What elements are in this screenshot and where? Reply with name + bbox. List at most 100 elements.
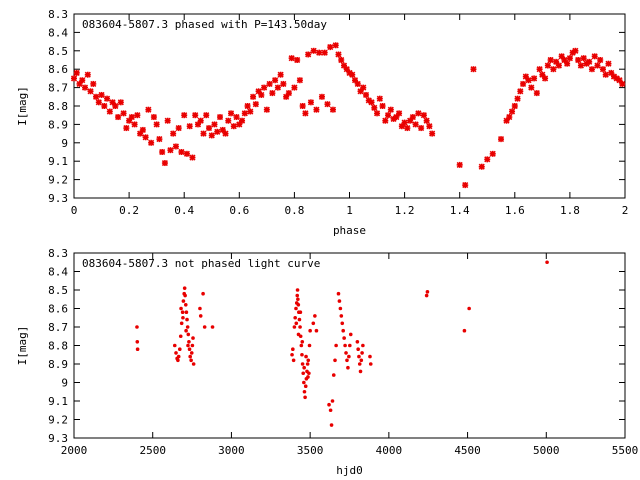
data-point bbox=[70, 75, 78, 82]
data-point bbox=[514, 95, 521, 102]
data-point bbox=[205, 125, 213, 132]
data-point bbox=[153, 121, 160, 128]
data-point bbox=[296, 303, 301, 307]
data-point bbox=[150, 113, 157, 121]
data-point bbox=[328, 408, 333, 413]
y-tick-label: 8.6 bbox=[48, 303, 68, 316]
data-point bbox=[142, 134, 149, 141]
unphased-plot-points bbox=[135, 260, 549, 427]
data-point bbox=[295, 288, 300, 292]
data-point bbox=[167, 147, 174, 154]
data-point bbox=[429, 130, 436, 137]
data-point bbox=[361, 343, 365, 348]
data-point bbox=[311, 321, 316, 326]
data-point bbox=[191, 336, 195, 340]
data-point bbox=[376, 95, 383, 102]
data-point bbox=[87, 88, 94, 95]
data-point bbox=[321, 49, 328, 56]
data-point bbox=[203, 112, 210, 119]
data-point bbox=[324, 101, 331, 108]
data-point bbox=[577, 62, 584, 69]
data-point bbox=[300, 340, 305, 344]
unphased-plot-x-axis-label: hjd0 bbox=[336, 464, 363, 477]
data-point bbox=[294, 56, 301, 64]
data-point bbox=[373, 110, 381, 117]
y-tick-label: 9.2 bbox=[48, 414, 68, 427]
data-point bbox=[120, 110, 127, 117]
data-point bbox=[555, 62, 562, 69]
phased-light-curve-plot: 0 0.2 0.4 0.6 0.8 1 1.2 1.4 1.6 1.8 2 8.3 8.4 8.5 8.6 8… bbox=[16, 8, 628, 237]
data-point bbox=[92, 93, 100, 100]
data-point bbox=[79, 77, 86, 84]
data-point bbox=[368, 99, 375, 106]
data-point bbox=[184, 328, 188, 333]
data-point bbox=[470, 66, 477, 73]
data-point bbox=[357, 354, 361, 359]
data-point bbox=[566, 55, 573, 62]
data-point bbox=[291, 347, 295, 352]
data-point bbox=[190, 343, 195, 348]
data-point bbox=[591, 53, 598, 60]
data-point bbox=[189, 351, 194, 355]
data-point bbox=[184, 310, 189, 315]
data-point bbox=[266, 80, 273, 87]
data-point bbox=[238, 117, 246, 124]
data-point bbox=[131, 121, 138, 128]
data-point bbox=[293, 315, 297, 320]
data-point bbox=[358, 369, 363, 374]
data-point bbox=[345, 358, 349, 363]
data-point bbox=[424, 293, 429, 298]
data-point bbox=[368, 354, 372, 359]
data-point bbox=[201, 291, 205, 296]
x-tick-label: 0 bbox=[71, 204, 78, 217]
x-tick-label: 2500 bbox=[139, 444, 166, 457]
data-point bbox=[295, 293, 300, 298]
data-point bbox=[172, 143, 180, 150]
data-point bbox=[299, 102, 306, 110]
x-tick-label: 0.4 bbox=[174, 204, 194, 217]
data-point bbox=[176, 354, 181, 359]
data-point bbox=[344, 351, 348, 355]
data-point bbox=[348, 332, 353, 337]
data-point bbox=[605, 60, 612, 67]
data-point bbox=[362, 91, 370, 99]
data-point bbox=[349, 71, 356, 78]
y-tick-label: 8.3 bbox=[48, 247, 68, 260]
data-point bbox=[198, 314, 203, 318]
unphased-light-curve-plot: 2000 2500 3000 3500 4000 4500 5000 5500 8.3 8.4 8.… bbox=[16, 247, 638, 477]
data-point bbox=[189, 154, 196, 161]
data-point bbox=[586, 58, 593, 65]
data-point bbox=[128, 113, 135, 121]
data-point bbox=[575, 56, 582, 64]
data-point bbox=[191, 362, 196, 366]
x-tick-label: 2 bbox=[622, 204, 629, 217]
data-point bbox=[181, 299, 186, 303]
data-point bbox=[123, 125, 130, 132]
data-point bbox=[244, 102, 251, 110]
data-point bbox=[291, 358, 296, 363]
data-point bbox=[304, 354, 308, 359]
data-point bbox=[148, 139, 155, 146]
data-point bbox=[302, 389, 307, 394]
data-point bbox=[303, 395, 307, 400]
data-point bbox=[497, 136, 505, 143]
data-point bbox=[198, 306, 202, 311]
data-point bbox=[176, 358, 180, 363]
data-point bbox=[409, 113, 416, 121]
data-point bbox=[200, 130, 207, 137]
data-point bbox=[297, 317, 302, 322]
unphased-plot-y-axis-label: I[mag] bbox=[16, 326, 29, 366]
x-tick-label: 2000 bbox=[61, 444, 88, 457]
data-point bbox=[412, 121, 419, 128]
data-point bbox=[230, 123, 237, 130]
data-point bbox=[396, 110, 403, 117]
data-point bbox=[261, 84, 268, 91]
data-point bbox=[288, 55, 295, 62]
data-point bbox=[404, 125, 411, 132]
data-point bbox=[252, 101, 259, 108]
data-point bbox=[185, 325, 190, 329]
data-point bbox=[531, 75, 538, 82]
data-point bbox=[619, 80, 626, 87]
y-tick-label: 8.7 bbox=[48, 82, 68, 95]
data-point bbox=[98, 91, 105, 99]
